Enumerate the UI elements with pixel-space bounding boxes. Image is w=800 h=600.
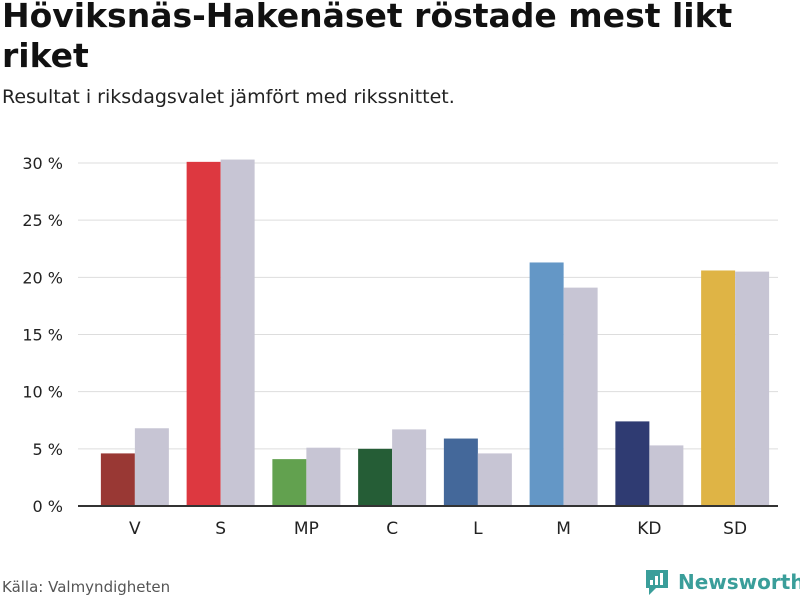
bar-chart: 0 % 5 % 10 % 15 % 20 % 25 % 30 % V S MP C L M KD SD <box>22 154 778 539</box>
bar-local-sd <box>701 270 736 506</box>
y-tick-label: 20 % <box>22 268 63 287</box>
bar-national-kd <box>649 445 684 506</box>
y-tick-label: 0 % <box>33 497 63 516</box>
x-tick-label: M <box>556 519 571 539</box>
x-tick-label: C <box>386 519 398 539</box>
bar-local-v <box>100 453 135 506</box>
brand-name: Newsworthy <box>678 570 800 594</box>
bar-national-v <box>134 428 169 506</box>
y-tick-label: 10 % <box>22 383 63 402</box>
y-tick-label: 5 % <box>33 440 63 459</box>
bar-national-m <box>563 287 598 506</box>
bar-local-mp <box>272 459 307 506</box>
source-note: Källa: Valmyndigheten <box>2 578 171 596</box>
chart-subtitle: Resultat i riksdagsvalet jämfört med rik… <box>2 86 455 108</box>
bar-local-s <box>186 161 221 506</box>
x-tick-label: SD <box>723 519 747 539</box>
chart-title: Höviksnäs-Hakenäset röstade mest likt ri… <box>2 0 733 75</box>
bar-national-s <box>220 159 255 506</box>
x-tick-label: S <box>215 519 226 539</box>
x-tick-label: MP <box>294 519 319 539</box>
newsworthy-logo-icon <box>646 570 668 595</box>
brand-logo: Newsworthy <box>644 568 800 596</box>
bar-national-c <box>392 429 427 506</box>
y-tick-label: 25 % <box>22 211 63 230</box>
bar-local-kd <box>615 421 650 506</box>
bar-local-l <box>443 438 478 506</box>
bar-national-sd <box>735 271 770 506</box>
x-tick-label: KD <box>637 519 661 539</box>
bar-national-mp <box>306 447 341 506</box>
y-tick-label: 15 % <box>22 326 63 345</box>
bar-local-c <box>358 448 393 506</box>
x-tick-label: V <box>129 519 141 539</box>
y-tick-label: 30 % <box>22 154 63 173</box>
bar-national-l <box>477 453 512 506</box>
x-tick-label: L <box>473 519 483 539</box>
bar-local-m <box>529 262 564 506</box>
